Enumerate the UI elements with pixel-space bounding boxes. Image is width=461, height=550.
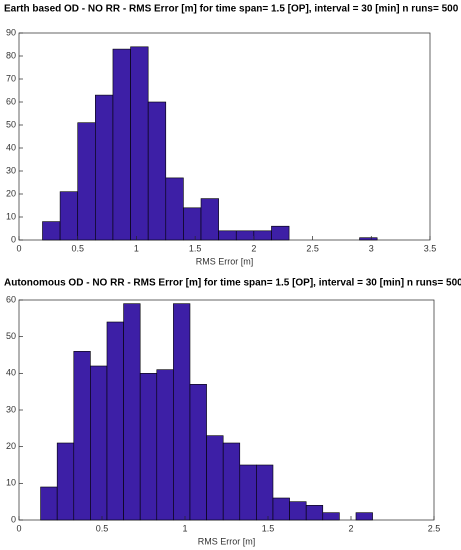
bar <box>112 48 131 241</box>
y-tick-label: 80 <box>6 50 16 60</box>
x-tick-label: 3.5 <box>424 243 437 253</box>
bar <box>271 225 290 241</box>
bar <box>222 442 241 521</box>
bar <box>256 464 274 521</box>
bar <box>147 101 167 241</box>
bar <box>95 94 114 241</box>
bar <box>206 435 224 521</box>
bar <box>253 230 272 241</box>
chart-title: Earth based OD - NO RR - RMS Error [m] f… <box>4 4 459 15</box>
bar <box>59 191 79 241</box>
y-tick-label: 10 <box>6 478 16 488</box>
bar <box>139 373 158 521</box>
bar <box>77 122 96 241</box>
bar <box>289 501 307 521</box>
x-tick-label: 1.5 <box>189 243 202 253</box>
bar <box>40 486 58 521</box>
y-tick-label: 30 <box>6 404 16 414</box>
bar <box>42 221 61 241</box>
bar <box>355 512 373 521</box>
x-tick-label: 0.5 <box>96 523 109 533</box>
x-tick-label: 2 <box>251 243 256 253</box>
x-tick-label: 0.5 <box>71 243 84 253</box>
y-tick-label: 70 <box>6 73 16 83</box>
bar <box>156 369 174 521</box>
bar <box>165 177 184 241</box>
x-tick-label: 0 <box>16 243 21 253</box>
y-tick-label: 0 <box>11 234 16 244</box>
bar <box>239 464 257 521</box>
bar <box>305 505 324 521</box>
y-tick-label: 0 <box>11 514 16 524</box>
x-axis-label: RMS Error [m] <box>196 256 254 266</box>
y-tick-label: 60 <box>6 294 16 304</box>
y-tick-label: 40 <box>6 142 16 152</box>
y-tick-label: 60 <box>6 96 16 106</box>
y-tick-label: 10 <box>6 211 16 221</box>
bar <box>73 351 91 521</box>
bar <box>235 230 255 241</box>
y-tick-label: 50 <box>6 331 16 341</box>
bar <box>322 512 340 521</box>
bar <box>106 321 124 521</box>
x-axis-label: RMS Error [m] <box>198 536 256 546</box>
bar <box>173 303 191 521</box>
chart-title: Autonomous OD - NO RR - RMS Error [m] fo… <box>4 278 461 289</box>
bar <box>130 46 149 241</box>
y-tick-label: 40 <box>6 368 16 378</box>
y-tick-label: 20 <box>6 188 16 198</box>
x-tick-label: 1 <box>182 523 187 533</box>
y-tick-label: 50 <box>6 119 16 129</box>
bar <box>56 442 75 521</box>
x-tick-label: 3 <box>369 243 374 253</box>
x-tick-label: 2.5 <box>306 243 319 253</box>
bar <box>272 497 290 521</box>
bar <box>90 365 108 521</box>
bar <box>218 230 237 241</box>
x-tick-label: 2 <box>348 523 353 533</box>
bar <box>123 303 141 521</box>
x-tick-label: 1 <box>134 243 139 253</box>
bar <box>200 198 219 241</box>
x-tick-label: 2.5 <box>428 523 441 533</box>
y-tick-label: 30 <box>6 165 16 175</box>
bar <box>359 237 378 241</box>
x-tick-label: 0 <box>16 523 21 533</box>
bar <box>183 207 202 241</box>
x-tick-label: 1.5 <box>262 523 275 533</box>
y-tick-label: 20 <box>6 441 16 451</box>
bar <box>189 384 207 521</box>
y-tick-label: 90 <box>6 27 16 37</box>
